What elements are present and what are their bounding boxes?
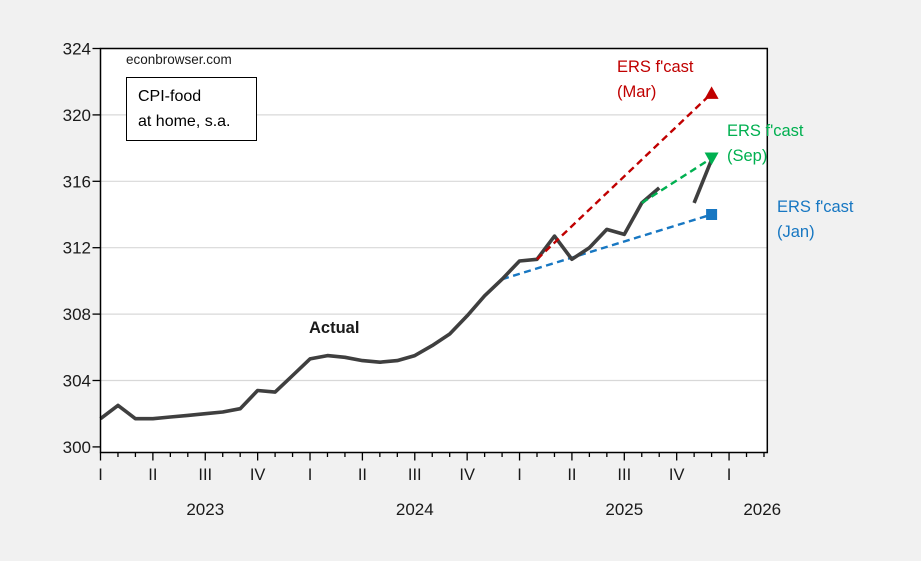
x-quarter-label: IV xyxy=(250,466,266,484)
x-quarter-label: III xyxy=(408,466,422,484)
chart-title-box: CPI-food at home, s.a. xyxy=(126,77,257,141)
plot-border xyxy=(99,47,769,454)
y-tick-label: 300 xyxy=(63,438,91,457)
x-quarter-label: II xyxy=(567,466,576,484)
watermark-econbrowser: econbrowser.com xyxy=(126,52,232,67)
fcast-jan-label: ERS f'cast (Jan) xyxy=(777,195,854,245)
x-quarter-label: III xyxy=(617,466,631,484)
x-quarter-label: III xyxy=(198,466,212,484)
fcast-jan-label-line1: ERS f'cast xyxy=(777,198,854,216)
fcast-marker-triangle-down xyxy=(704,152,719,166)
fcast-mar-line xyxy=(536,92,713,261)
y-tick-label: 304 xyxy=(63,372,91,391)
fcast-sep-line xyxy=(641,157,713,204)
x-year-label-2024: 2024 xyxy=(396,500,434,519)
y-tick-label: 312 xyxy=(63,239,91,258)
fcast-sep-label-line1: ERS f'cast xyxy=(727,122,804,140)
y-tick-label: 308 xyxy=(63,305,91,324)
x-quarter-label: I xyxy=(727,466,732,484)
x-quarter-label: IV xyxy=(669,466,685,484)
fcast-sep-label: ERS f'cast (Sep) xyxy=(727,119,804,169)
y-tick-label: 316 xyxy=(63,172,91,191)
x-year-label-2026: 2026 xyxy=(743,500,781,519)
actual-line xyxy=(692,159,714,204)
actual-line xyxy=(99,186,661,421)
x-quarter-label: I xyxy=(517,466,522,484)
x-quarter-label: I xyxy=(98,466,103,484)
chart-title-line2: at home, s.a. xyxy=(138,113,231,130)
fcast-jan-line xyxy=(501,213,712,281)
x-quarter-label: IV xyxy=(459,466,475,484)
y-tick-label: 320 xyxy=(63,106,91,125)
fcast-marker-square xyxy=(706,209,718,220)
fcast-jan-label-line2: (Jan) xyxy=(777,223,815,241)
x-quarter-label: I xyxy=(308,466,313,484)
x-year-label-2023: 2023 xyxy=(186,500,224,519)
fcast-marker-triangle-up xyxy=(704,86,719,99)
x-year-label-2025: 2025 xyxy=(605,500,643,519)
x-quarter-label: II xyxy=(148,466,157,484)
fcast-sep-label-line2: (Sep) xyxy=(727,147,768,165)
x-quarter-label: II xyxy=(358,466,367,484)
fcast-mar-label-line1: ERS f'cast xyxy=(617,58,694,76)
chart-title-line1: CPI-food xyxy=(138,88,202,105)
y-tick-label: 324 xyxy=(63,40,91,59)
actual-series-label: Actual xyxy=(309,319,360,337)
fcast-mar-label: ERS f'cast (Mar) xyxy=(617,55,694,105)
fcast-mar-label-line2: (Mar) xyxy=(617,83,657,101)
